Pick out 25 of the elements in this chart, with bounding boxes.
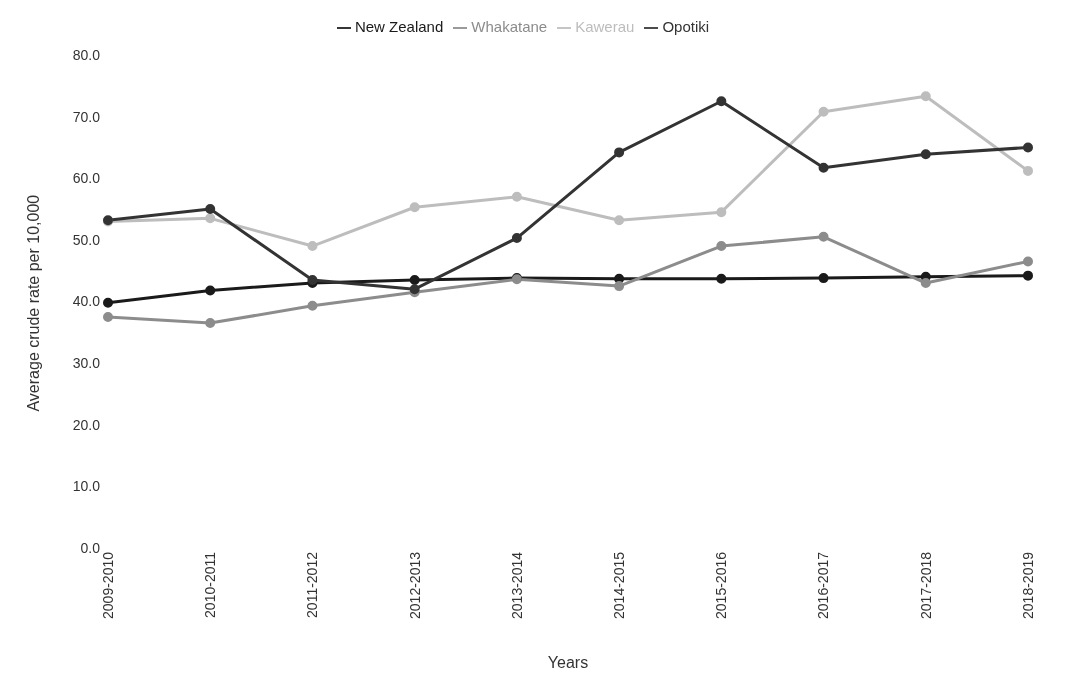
x-tick-label: 2010-2011 bbox=[202, 551, 219, 618]
x-axis-title: Years bbox=[547, 654, 589, 671]
y-tick-label: 20.0 bbox=[72, 416, 101, 433]
x-tick-label: 2018-2019 bbox=[1019, 551, 1036, 619]
y-tick-label: 60.0 bbox=[72, 170, 101, 187]
y-tick-label: 50.0 bbox=[72, 231, 101, 248]
x-tick-label: 2016-2017 bbox=[815, 551, 832, 619]
legend-label: New Zealand bbox=[354, 18, 444, 35]
y-tick-label: 30.0 bbox=[72, 355, 101, 372]
legend-label: Kawerau bbox=[575, 18, 635, 35]
y-axis-title: Average crude rate per 10,000 bbox=[24, 194, 42, 412]
legend-label: Whakatane bbox=[471, 18, 548, 35]
y-tick-label: 80.0 bbox=[72, 47, 101, 63]
x-tick-label: 2011-2012 bbox=[304, 551, 321, 618]
y-tick-label: 70.0 bbox=[72, 108, 101, 125]
y-tick-label: 0.0 bbox=[80, 539, 101, 556]
x-tick-label: 2012-2013 bbox=[406, 551, 423, 619]
x-tick-label: 2009-2010 bbox=[99, 551, 116, 619]
x-tick-label: 2014-2015 bbox=[611, 551, 628, 619]
x-tick-label: 2015-2016 bbox=[713, 551, 730, 619]
y-tick-label: 40.0 bbox=[72, 293, 101, 310]
y-tick-label: 10.0 bbox=[72, 478, 101, 495]
legend-label: Opotiki bbox=[662, 18, 710, 35]
x-tick-label: 2013-2014 bbox=[508, 551, 525, 619]
x-tick-label: 2017-2018 bbox=[917, 551, 934, 619]
